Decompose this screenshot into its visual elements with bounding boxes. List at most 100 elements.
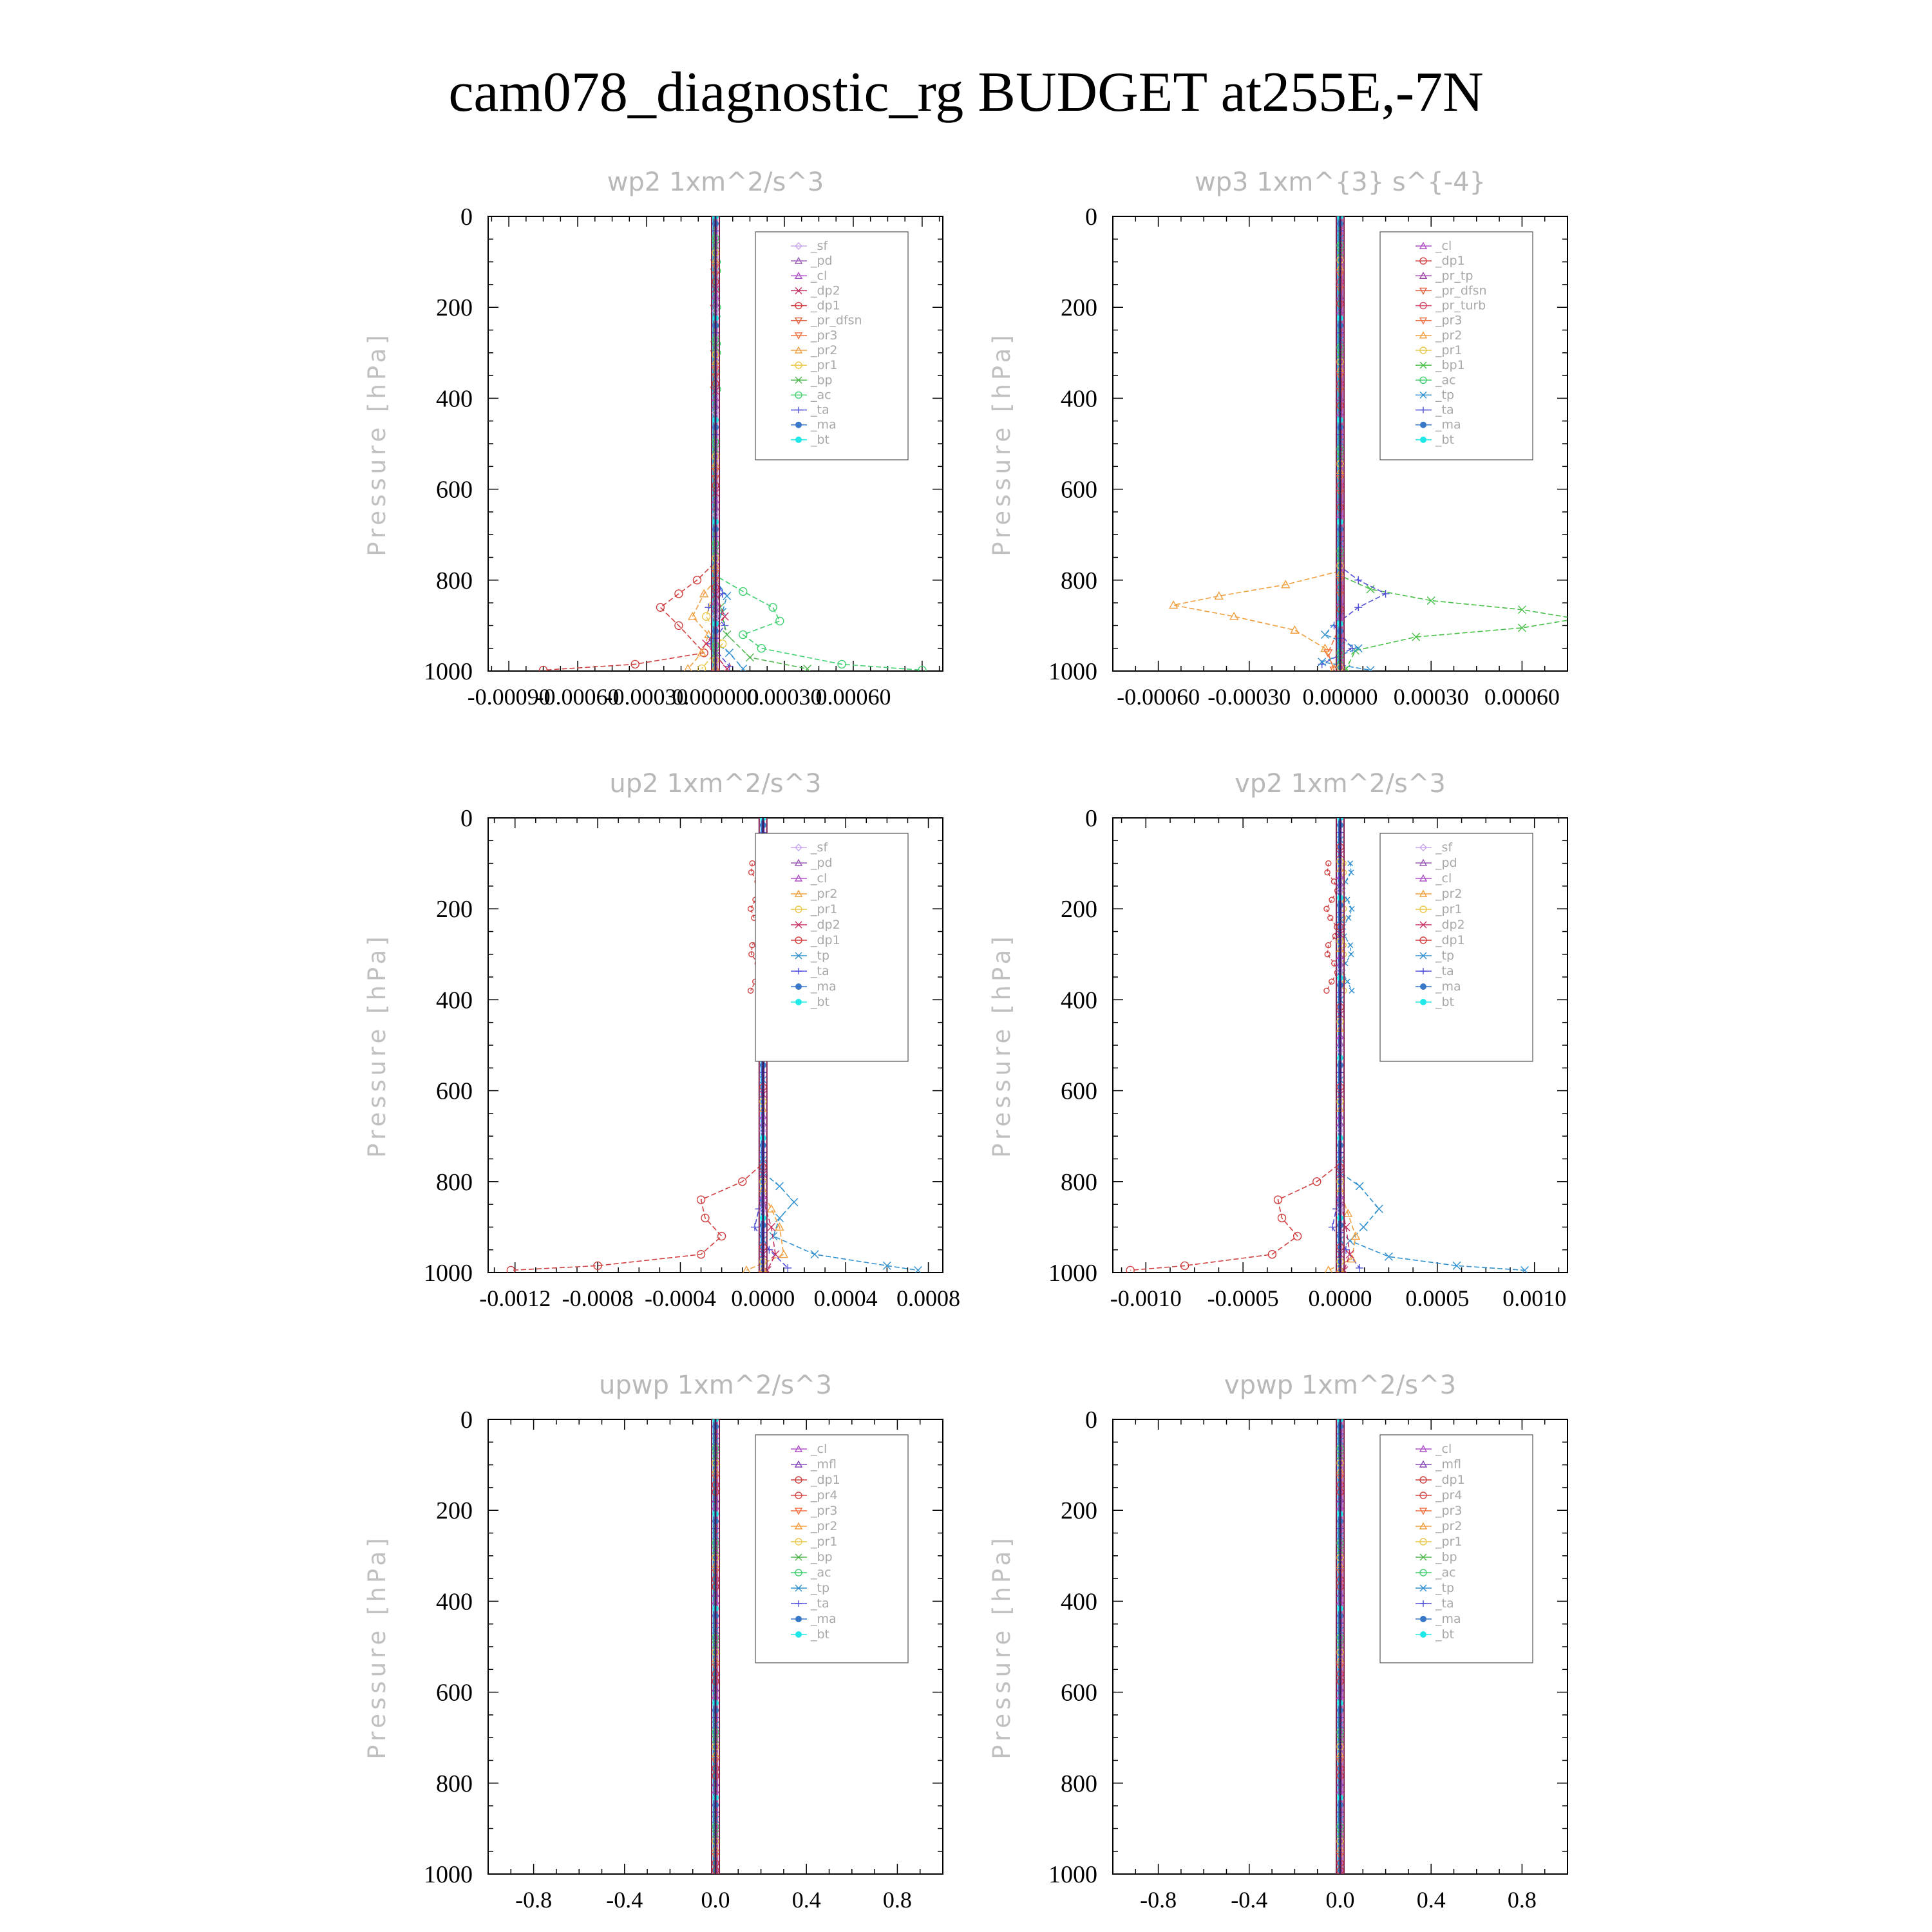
series-point-pr2	[779, 1249, 789, 1258]
series-point-ta	[1354, 576, 1363, 584]
legend-marker-bp	[795, 376, 802, 384]
legend-marker-pr_tp	[1419, 271, 1428, 279]
series-point-pr2	[1168, 600, 1179, 609]
legend-label: _bt	[1435, 995, 1454, 1009]
series-point-tp	[1347, 942, 1354, 949]
legend-marker-pr2	[1419, 889, 1428, 897]
series-point-dp2	[723, 664, 732, 671]
legend-label: _pd	[810, 856, 833, 870]
legend-marker-ma	[795, 1616, 802, 1622]
y-tick-label: 400	[1061, 385, 1097, 412]
legend-label: _dp2	[1435, 918, 1465, 932]
y-tick-label: 400	[436, 987, 473, 1014]
series-point-pr2	[1214, 591, 1224, 600]
y-tick-label: 0	[1085, 204, 1097, 231]
series-point-dp1	[1267, 1250, 1277, 1259]
legend-label: _ta	[810, 1596, 829, 1611]
legend-label: _pd	[1435, 856, 1457, 870]
plot-area	[1168, 216, 1567, 671]
legend-label: _mfl	[810, 1457, 837, 1472]
plot-area	[1126, 818, 1530, 1273]
legend-label: _dp1	[810, 299, 840, 313]
legend-marker-ac	[795, 1569, 802, 1577]
legend-label: _dp1	[810, 1473, 840, 1487]
x-tick-label: -0.8	[1140, 1887, 1177, 1913]
x-tick-label: -0.4	[1231, 1887, 1267, 1913]
legend-marker-ta	[1420, 968, 1426, 974]
legend-marker-ma	[1420, 421, 1426, 428]
x-tick-label: 0.8	[883, 1887, 912, 1913]
series-point-pr2	[743, 1265, 751, 1273]
legend-label: _ma	[1435, 418, 1461, 432]
y-tick-label: 400	[436, 1588, 473, 1615]
y-tick-label: 600	[1061, 477, 1097, 504]
series-point-dp1	[696, 1250, 706, 1259]
legend-label: _ta	[1435, 1596, 1454, 1611]
legend-marker-pr1	[795, 905, 802, 913]
x-tick-label: -0.00060	[1117, 684, 1200, 710]
legend-marker-ac	[1419, 376, 1427, 384]
series-point-bp1	[1517, 623, 1526, 632]
series-point-ta	[1328, 1223, 1336, 1231]
legend-label: _tp	[1435, 949, 1454, 963]
series-point-dp1	[1325, 942, 1332, 949]
y-tick-label: 0	[460, 805, 473, 832]
legend: _cl_mfl_dp1_pr4_pr3_pr2_pr1_bp_ac_tp_ta_…	[1379, 1434, 1533, 1663]
legend-label: _tp	[810, 949, 829, 963]
x-tick-label: 0.00030	[746, 684, 822, 710]
legend-label: _pr1	[810, 1535, 837, 1549]
plot-area	[1336, 1419, 1345, 1874]
legend-label: _bp	[1435, 1550, 1457, 1564]
x-tick-label: -0.8	[515, 1887, 552, 1913]
y-tick-label: 600	[436, 1680, 473, 1707]
legend-marker-pr2	[794, 346, 803, 354]
y-tick-label: 0	[1085, 805, 1097, 832]
x-tick-label: 0.00000	[1303, 684, 1378, 710]
x-tick-label: 0.0000	[1309, 1285, 1372, 1311]
legend-marker-dp1	[1419, 1476, 1427, 1484]
y-tick-label: 0	[460, 204, 473, 231]
series-point-dp1	[1126, 1265, 1135, 1273]
legend-label: _dp1	[1435, 1473, 1465, 1487]
series-point-dp2	[767, 1222, 776, 1231]
y-axis-label: Pressure [hPa]	[988, 331, 1016, 556]
legend-marker-mfl	[1419, 1460, 1428, 1468]
legend-marker-pd	[794, 858, 803, 866]
series-point-ac	[775, 616, 784, 626]
legend-label: _pr2	[810, 343, 837, 357]
series-point-tp	[1374, 1204, 1383, 1213]
series-point-dp2	[702, 639, 711, 649]
legend-label: _tp	[810, 1581, 829, 1595]
series-point-tp	[1355, 1182, 1364, 1191]
series-point-ac	[739, 630, 748, 639]
legend-label: _cl	[810, 1442, 827, 1456]
legend-marker-dp2	[795, 921, 802, 929]
legend-label: _bt	[810, 1627, 829, 1642]
legend-marker-ta	[1420, 406, 1426, 413]
legend-label: _pr_tp	[1435, 269, 1473, 283]
legend-label: _ta	[1435, 403, 1454, 417]
series-point-pr2	[775, 1222, 784, 1231]
legend-marker-pr1	[1419, 905, 1427, 913]
x-tick-label: 0.00060	[1484, 684, 1560, 710]
legend-marker-dp1	[1419, 257, 1427, 265]
y-tick-label: 800	[436, 1770, 473, 1797]
legend-marker-pr1	[1419, 1538, 1427, 1546]
x-tick-label: -0.0004	[645, 1285, 716, 1311]
series-point-dp1	[749, 860, 755, 867]
series-point-dp1	[538, 665, 548, 671]
series-point-dp1	[1325, 860, 1332, 867]
y-tick-label: 200	[436, 294, 473, 321]
x-tick-label: -0.4	[606, 1887, 643, 1913]
series-point-bp1	[1517, 605, 1526, 614]
legend-marker-dp1	[795, 301, 802, 310]
y-tick-label: 800	[1061, 1169, 1097, 1196]
legend-marker-pr4	[1419, 1492, 1427, 1499]
panel-title: wp2 1xm^2/s^3	[607, 167, 824, 197]
series-point-dp1	[748, 951, 755, 958]
legend-marker-tp	[1419, 391, 1427, 399]
series-point-tp	[1349, 905, 1355, 912]
x-tick-label: -0.00090	[468, 684, 551, 710]
chart-panel-2: wp3 1xm^{3} s^{-4} Pressure [hPa] 0 200 400 6…	[988, 167, 1568, 710]
legend-label: _ma	[810, 418, 837, 432]
